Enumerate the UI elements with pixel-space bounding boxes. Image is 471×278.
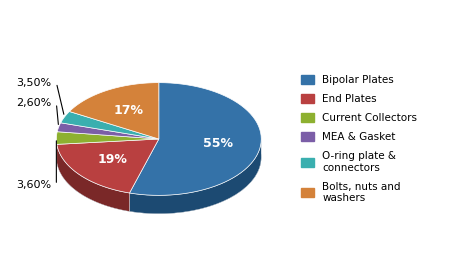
Polygon shape — [57, 139, 159, 193]
Polygon shape — [57, 123, 159, 139]
Polygon shape — [61, 111, 159, 139]
Text: 3,50%: 3,50% — [16, 78, 51, 88]
Text: 17%: 17% — [114, 104, 144, 117]
Text: 3,60%: 3,60% — [16, 180, 51, 190]
Polygon shape — [69, 83, 159, 139]
Legend: Bipolar Plates, End Plates, Current Collectors, MEA & Gasket, O-ring plate &
con: Bipolar Plates, End Plates, Current Coll… — [297, 71, 422, 207]
Ellipse shape — [57, 101, 261, 214]
Polygon shape — [57, 144, 130, 212]
Polygon shape — [130, 83, 261, 195]
Polygon shape — [57, 132, 159, 144]
Polygon shape — [130, 140, 261, 214]
Text: 2,60%: 2,60% — [16, 98, 51, 108]
Text: 19%: 19% — [98, 153, 128, 166]
Text: 55%: 55% — [203, 137, 233, 150]
